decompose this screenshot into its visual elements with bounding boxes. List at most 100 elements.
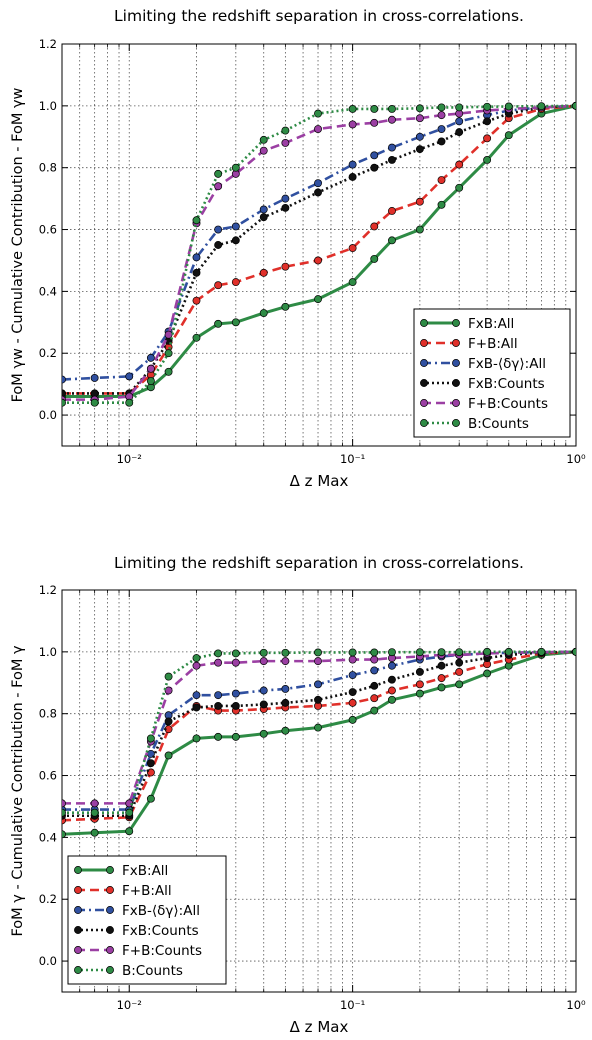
data-point [146, 364, 155, 373]
series-group [62, 101, 576, 407]
data-point [281, 126, 290, 135]
legend-marker [452, 399, 460, 407]
data-point [192, 333, 201, 342]
data-point [348, 698, 357, 707]
data-point [214, 649, 223, 658]
legend-label: F+B:All [468, 336, 518, 352]
data-point [259, 135, 268, 144]
data-point [164, 349, 173, 358]
legend-label: F+B:Counts [468, 396, 548, 412]
data-point [370, 151, 379, 160]
data-point [437, 200, 446, 209]
data-point [437, 103, 446, 112]
data-point [164, 367, 173, 376]
plot-frame [61, 589, 577, 993]
data-point [125, 372, 134, 381]
data-point [214, 241, 223, 249]
data-point [314, 680, 322, 689]
legend-label: B:Counts [122, 963, 183, 979]
data-point [62, 830, 66, 839]
data-point [314, 723, 322, 732]
data-point [62, 799, 66, 808]
data-point [231, 163, 240, 172]
legend-marker [74, 866, 82, 874]
data-point [348, 715, 357, 724]
data-point [348, 655, 357, 664]
data-point [314, 109, 322, 118]
data-point [146, 377, 155, 386]
data-point [388, 648, 396, 657]
plot-frame [61, 43, 577, 447]
data-point [259, 146, 268, 155]
data-point [214, 732, 223, 741]
data-point [192, 216, 201, 225]
data-point [62, 398, 66, 407]
data-point [415, 145, 424, 154]
legend-label: FxB-⟨δγ⟩:All [122, 903, 200, 919]
y-tick-label: 1.0 [39, 99, 57, 113]
data-point [146, 353, 155, 362]
series-line [62, 104, 576, 401]
data-point [281, 139, 290, 147]
data-point [231, 702, 240, 710]
y-axis-label: FoM γ - Cumulative Contribution - FoM γ [10, 645, 26, 937]
data-point [483, 669, 492, 678]
data-point [192, 253, 201, 262]
y-tick-label: 0.8 [39, 161, 57, 175]
data-point [455, 103, 464, 112]
data-point [314, 125, 322, 133]
data-point [504, 102, 513, 111]
data-point [146, 759, 155, 768]
series-line [62, 104, 576, 381]
y-tick-label: 1.0 [39, 645, 57, 659]
legend-marker [420, 419, 428, 427]
legend-marker [106, 946, 114, 954]
data-point [455, 648, 464, 657]
x-tick-label: 10⁻² [117, 452, 142, 466]
data-point [415, 114, 424, 123]
legend-marker [74, 946, 82, 954]
data-point [370, 655, 379, 664]
y-tick-label: 0.4 [39, 284, 57, 298]
data-point [231, 649, 240, 658]
chart-title: Limiting the redshift separation in cros… [114, 554, 524, 572]
data-point [572, 101, 576, 110]
data-point [388, 156, 396, 164]
data-point [231, 318, 240, 327]
legend-label: F+B:Counts [122, 943, 202, 959]
data-point [388, 661, 396, 670]
data-point [437, 137, 446, 146]
series-line [62, 650, 576, 805]
data-point [415, 197, 424, 206]
x-axis-label: Δ z Max [290, 472, 349, 490]
data-point [537, 102, 546, 111]
data-point [370, 104, 379, 113]
data-point [348, 120, 357, 129]
data-point [281, 648, 290, 657]
y-tick-label: 0.4 [39, 830, 57, 844]
legend-label: FxB:All [122, 863, 168, 879]
data-point [281, 685, 290, 693]
legend-marker [420, 359, 428, 367]
x-tick-label: 10⁻² [117, 998, 142, 1012]
data-point [281, 657, 290, 666]
data-point [455, 667, 464, 676]
data-point [192, 691, 201, 700]
data-point [90, 374, 99, 382]
data-point [314, 695, 322, 704]
data-point [370, 694, 379, 703]
legend-marker [74, 906, 82, 914]
data-point [314, 179, 322, 188]
data-point [388, 104, 396, 113]
data-point [437, 661, 446, 670]
data-point [164, 717, 173, 726]
data-point [415, 104, 424, 113]
data-point [214, 182, 223, 191]
x-tick-label: 10⁰ [566, 452, 586, 466]
data-point [415, 689, 424, 698]
data-point [259, 213, 268, 222]
data-point [259, 686, 268, 695]
data-point [388, 695, 396, 704]
data-point [231, 236, 240, 245]
legend-marker [420, 399, 428, 407]
